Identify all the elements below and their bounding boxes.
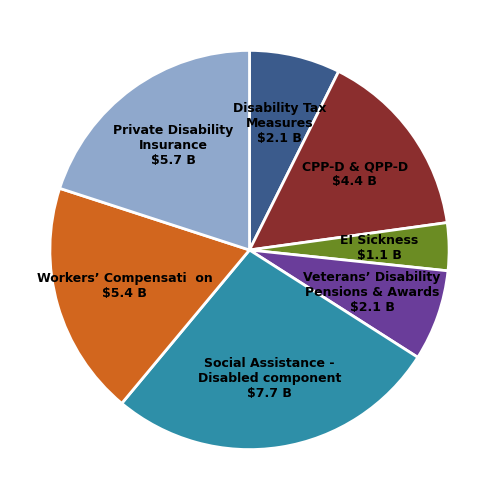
Wedge shape	[50, 188, 250, 404]
Text: Social Assistance -
Disabled component
$7.7 B: Social Assistance - Disabled component $…	[198, 356, 341, 400]
Wedge shape	[250, 250, 448, 358]
Wedge shape	[122, 250, 418, 450]
Text: Disability Tax
Measures
$2.1 B: Disability Tax Measures $2.1 B	[233, 102, 326, 145]
Text: Private Disability
Insurance
$5.7 B: Private Disability Insurance $5.7 B	[113, 124, 234, 166]
Text: Veterans’ Disability
Pensions & Awards
$2.1 B: Veterans’ Disability Pensions & Awards $…	[303, 272, 441, 314]
Wedge shape	[250, 50, 339, 250]
Text: CPP-D & QPP-D
$4.4 B: CPP-D & QPP-D $4.4 B	[302, 160, 408, 188]
Wedge shape	[60, 50, 250, 250]
Text: Workers’ Compensati  on
$5.4 B: Workers’ Compensati on $5.4 B	[37, 272, 213, 300]
Wedge shape	[250, 222, 449, 271]
Text: EI Sickness
$1.1 B: EI Sickness $1.1 B	[340, 234, 418, 262]
Wedge shape	[250, 72, 447, 250]
